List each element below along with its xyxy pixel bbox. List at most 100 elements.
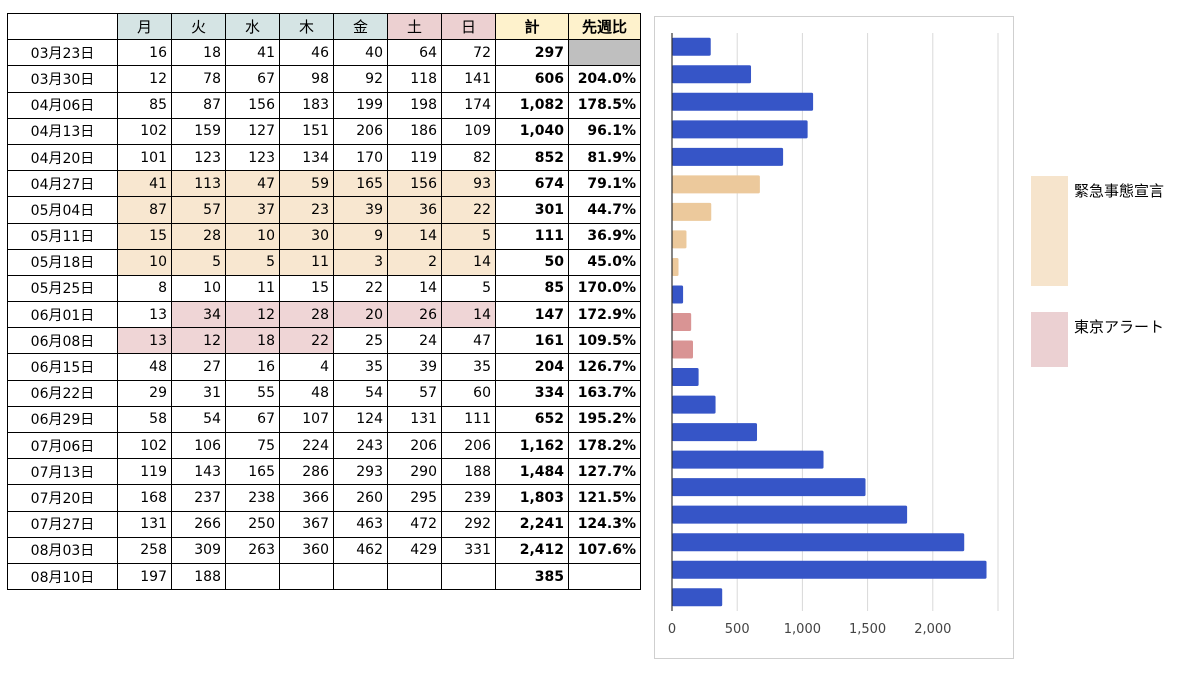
row-ratio	[568, 39, 641, 67]
cell-sun: 47	[441, 327, 496, 355]
row-total: 1,162	[495, 431, 569, 460]
cell-sat: 57	[387, 379, 442, 407]
cell-thu: 151	[279, 117, 334, 145]
chart-bar	[672, 120, 808, 139]
cell-thu: 183	[279, 91, 334, 119]
cell-sat: 472	[387, 510, 442, 538]
cell-sat: 156	[387, 170, 442, 198]
weekly-cases-table: 月 火 水 木 金 土 日 計 先週比 03月23日 16 18 41 46 40 64 72…	[7, 12, 641, 591]
row-total: 111	[495, 222, 569, 250]
cell-mon: 102	[117, 117, 172, 145]
cell-tue: 87	[171, 91, 226, 119]
cell-mon: 13	[117, 327, 172, 355]
cell-mon: 41	[117, 170, 172, 198]
table-row: 03月30日 12 78 67 98 92 118 141 606 204.0%	[7, 65, 641, 93]
table-row: 06月29日 58 54 67 107 124 131 111 652 195.2%	[7, 405, 641, 434]
cell-wed: 55	[225, 379, 280, 407]
cell-fri: 35	[333, 353, 388, 381]
cell-thu: 98	[279, 65, 334, 93]
row-date: 04月20日	[7, 143, 118, 172]
cell-sun: 35	[441, 353, 496, 381]
table-row: 07月27日 131 266 250 367 463 472 292 2,241 124.3%	[7, 510, 641, 538]
chart-bar	[672, 395, 716, 414]
cell-thu: 23	[279, 196, 334, 224]
cell-mon: 8	[117, 274, 172, 303]
cell-fri: 462	[333, 536, 388, 564]
cell-sun: 109	[441, 117, 496, 145]
row-ratio: 126.7%	[568, 353, 641, 381]
x-tick-label: 1,000	[784, 622, 821, 637]
table-row: 06月15日 48 27 16 4 35 39 35 204 126.7%	[7, 353, 641, 381]
cell-sun: 111	[441, 405, 496, 434]
cell-sat: 36	[387, 196, 442, 224]
x-tick-label: 2,000	[914, 622, 951, 637]
cell-thu: 367	[279, 510, 334, 538]
cell-tue: 266	[171, 510, 226, 538]
chart-bar	[672, 202, 712, 221]
cell-mon: 87	[117, 196, 172, 224]
chart-bar	[672, 450, 824, 469]
chart-bar	[672, 65, 752, 84]
cell-wed: 18	[225, 327, 280, 355]
cell-tue: 54	[171, 405, 226, 434]
cell-tue: 123	[171, 143, 226, 172]
cell-mon: 197	[117, 562, 172, 591]
cell-mon: 58	[117, 405, 172, 434]
header-mon: 月	[117, 12, 172, 41]
cell-wed: 41	[225, 39, 280, 67]
cell-sat: 64	[387, 39, 442, 67]
row-ratio: 81.9%	[568, 143, 641, 172]
row-ratio: 163.7%	[568, 379, 641, 407]
cell-sun	[441, 562, 496, 591]
cell-thu: 107	[279, 405, 334, 434]
cell-thu: 4	[279, 353, 334, 381]
cell-mon: 258	[117, 536, 172, 564]
row-ratio: 170.0%	[568, 274, 641, 303]
cell-mon: 48	[117, 353, 172, 381]
header-ratio: 先週比	[568, 12, 641, 41]
row-date: 03月30日	[7, 65, 118, 93]
row-total: 2,241	[495, 510, 569, 538]
legend-label-emergency: 緊急事態宣言	[1074, 182, 1165, 200]
cell-fri: 124	[333, 405, 388, 434]
chart-bar	[672, 505, 908, 524]
cell-tue: 18	[171, 39, 226, 67]
row-total: 334	[495, 379, 569, 407]
cell-fri: 293	[333, 458, 388, 486]
cell-tue: 159	[171, 117, 226, 145]
cell-thu: 59	[279, 170, 334, 198]
cell-fri: 20	[333, 301, 388, 329]
cell-mon: 131	[117, 510, 172, 538]
chart-bar	[672, 533, 965, 552]
cell-sun: 239	[441, 484, 496, 512]
cell-sat: 2	[387, 248, 442, 276]
cell-sun: 14	[441, 248, 496, 276]
cell-thu: 15	[279, 274, 334, 303]
row-date: 08月10日	[7, 562, 118, 591]
cell-fri: 3	[333, 248, 388, 276]
cell-sat: 186	[387, 117, 442, 145]
cell-thu: 224	[279, 431, 334, 460]
row-date: 04月06日	[7, 91, 118, 119]
cell-sun: 174	[441, 91, 496, 119]
cell-mon: 85	[117, 91, 172, 119]
cell-thu: 30	[279, 222, 334, 250]
table-row: 04月06日 85 87 156 183 199 198 174 1,082 178.5%	[7, 91, 641, 119]
cell-fri: 92	[333, 65, 388, 93]
table-row: 07月06日 102 106 75 224 243 206 206 1,162 178.2%	[7, 431, 641, 460]
table-row: 04月13日 102 159 127 151 206 186 109 1,040 96.1%	[7, 117, 641, 145]
cell-wed: 47	[225, 170, 280, 198]
row-total: 297	[495, 39, 569, 67]
row-total: 2,412	[495, 536, 569, 564]
cell-mon: 101	[117, 143, 172, 172]
row-date: 06月08日	[7, 327, 118, 355]
cell-sun: 72	[441, 39, 496, 67]
table-row: 03月23日 16 18 41 46 40 64 72 297	[7, 39, 641, 67]
row-ratio: 121.5%	[568, 484, 641, 512]
row-ratio: 195.2%	[568, 405, 641, 434]
cell-mon: 13	[117, 301, 172, 329]
cell-fri: 243	[333, 431, 388, 460]
cell-wed: 75	[225, 431, 280, 460]
chart-bar	[672, 560, 987, 579]
cell-sat: 14	[387, 274, 442, 303]
